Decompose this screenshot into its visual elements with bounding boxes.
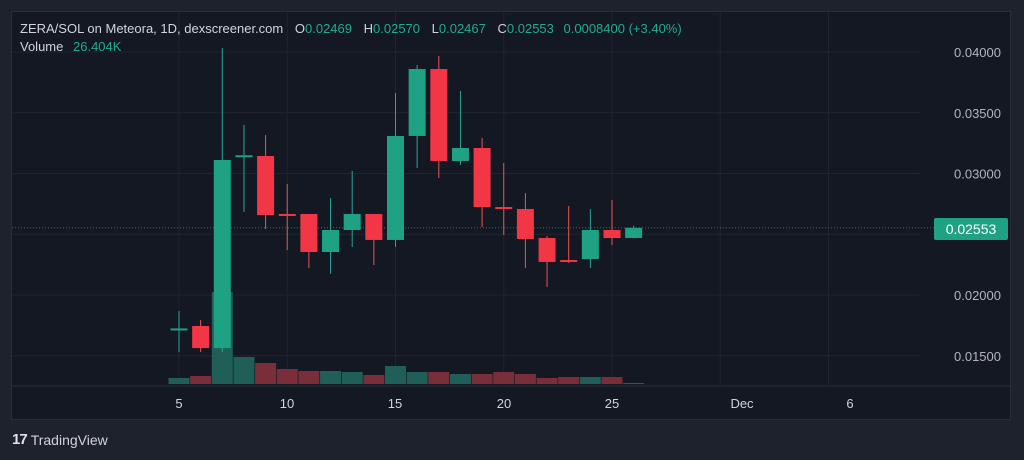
volume-bar <box>385 366 406 384</box>
volume-bar <box>471 374 493 384</box>
volume-bar <box>558 377 580 384</box>
candle-body <box>322 229 340 252</box>
candle[interactable] <box>581 208 599 269</box>
price-tick-label: 0.01500 <box>954 349 1001 364</box>
price-tick-label: 0.03500 <box>954 106 1001 121</box>
symbol-title[interactable]: ZERA/SOL on Meteora, 1D, dexscreener.com <box>20 21 284 36</box>
candle-body <box>235 155 253 158</box>
close-value: 0.02553 <box>506 21 554 36</box>
change-value: 0.0008400 (+3.40%) <box>563 21 682 36</box>
volume-bar <box>276 369 298 384</box>
candle[interactable] <box>495 163 513 235</box>
candle[interactable] <box>192 320 210 353</box>
tradingview-logo-icon: 17 <box>12 431 28 448</box>
volume-label[interactable]: Volume <box>20 39 64 54</box>
price-tick-label: 0.03000 <box>954 167 1001 182</box>
candle-body <box>538 238 556 262</box>
candle[interactable] <box>408 65 426 169</box>
volume-bar <box>255 363 277 384</box>
volume-bar <box>493 372 515 384</box>
volume-bar <box>406 372 428 384</box>
time-tick-label: 20 <box>497 396 511 411</box>
candle-body <box>300 213 318 252</box>
low-value: 0.02467 <box>438 21 486 36</box>
low-label: L <box>431 21 439 36</box>
volume-bar <box>579 377 601 384</box>
volume-bar <box>341 372 363 384</box>
candle[interactable] <box>235 125 253 213</box>
volume-bar <box>233 357 255 384</box>
volume-bar <box>536 378 558 384</box>
volume-bar <box>428 372 450 384</box>
candle-body <box>213 160 231 349</box>
candle-body <box>278 213 296 216</box>
candle-body <box>387 135 404 240</box>
candle[interactable] <box>451 91 469 165</box>
time-tick-label: Dec <box>730 396 754 411</box>
high-label: H <box>363 21 374 36</box>
last-price-badge: 0.02553 <box>934 218 1008 240</box>
candle-body <box>516 208 534 239</box>
volume-bar <box>623 383 645 384</box>
candle-body <box>170 328 188 331</box>
chart-legend: ZERA/SOL on Meteora, 1D, dexscreener.com… <box>20 20 682 56</box>
candle[interactable] <box>603 199 621 245</box>
candle[interactable] <box>170 311 188 353</box>
candle[interactable] <box>430 56 448 178</box>
volume-bar <box>190 376 212 384</box>
candle-body <box>581 229 599 260</box>
volume-bar <box>449 374 471 384</box>
legend-row-price: ZERA/SOL on Meteora, 1D, dexscreener.com… <box>20 20 682 38</box>
volume-bar <box>601 377 623 384</box>
candle-body <box>473 147 491 208</box>
chart-frame[interactable] <box>11 11 1011 420</box>
candle[interactable] <box>278 184 296 251</box>
candle[interactable] <box>538 235 556 287</box>
candle[interactable] <box>516 192 534 269</box>
candle[interactable] <box>322 198 340 274</box>
candle-body <box>257 156 275 216</box>
time-tick-label: 15 <box>388 396 402 411</box>
legend-row-volume: Volume 26.404K <box>20 38 682 56</box>
open-label: O <box>294 21 305 36</box>
volume-value: 26.404K <box>73 39 122 54</box>
volume-bar <box>320 371 342 384</box>
candle[interactable] <box>365 213 383 265</box>
price-tick-label: 0.02000 <box>954 288 1001 303</box>
open-value: 0.02469 <box>305 21 352 36</box>
candle-body <box>192 325 210 349</box>
volume-bar <box>363 375 385 384</box>
price-tick-label: 0.04000 <box>954 45 1001 60</box>
volume-bar <box>168 378 190 384</box>
candle[interactable] <box>560 205 578 263</box>
time-tick-label: 6 <box>846 396 853 411</box>
high-value: 0.02570 <box>373 21 421 36</box>
candle[interactable] <box>213 47 231 353</box>
candle-body <box>451 147 469 161</box>
time-tick-label: 5 <box>175 396 182 411</box>
candle[interactable] <box>257 134 275 230</box>
candle-body <box>603 229 621 239</box>
tradingview-name: TradingView <box>30 431 108 448</box>
candle-body <box>625 227 643 239</box>
candle-body <box>408 69 426 136</box>
candle[interactable] <box>343 170 361 248</box>
time-tick-label: 25 <box>605 396 619 411</box>
tradingview-branding[interactable]: 17 TradingView <box>12 431 108 448</box>
candle-body <box>495 207 513 210</box>
candle-body <box>365 213 383 240</box>
candle[interactable] <box>625 225 643 239</box>
candle[interactable] <box>387 92 404 248</box>
time-tick-label: 10 <box>280 396 294 411</box>
candle-body <box>560 260 578 263</box>
candle-body <box>430 69 448 161</box>
candle-body <box>343 213 361 230</box>
candle[interactable] <box>300 213 318 269</box>
close-label: C <box>497 21 507 36</box>
volume-bar <box>298 371 320 384</box>
volume-bar <box>514 374 536 384</box>
candle[interactable] <box>473 138 491 227</box>
